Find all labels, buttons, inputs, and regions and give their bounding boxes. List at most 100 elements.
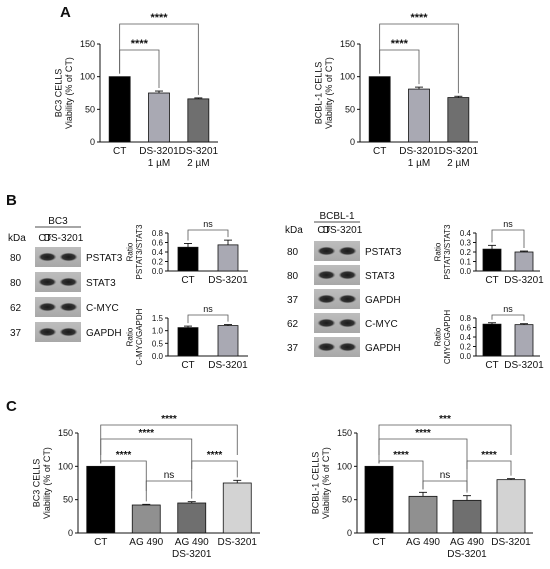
blot-band [38, 327, 57, 337]
protein-label: C-MYC [365, 319, 398, 330]
y-tick-label: 1.0 [152, 327, 164, 336]
bar [514, 251, 534, 272]
y-axis-label: Ratio [434, 242, 443, 261]
lane-label: CT [317, 225, 330, 236]
y-tick-label: 1.5 [152, 314, 164, 323]
y-tick-label: 150 [337, 428, 352, 438]
panel-letter-c: C [6, 398, 17, 415]
category-label: CT [485, 360, 498, 371]
category-label: DS-3201 [491, 537, 531, 548]
y-axis-label: Ratio [434, 327, 443, 346]
significance-bracket [378, 424, 512, 455]
y-tick-label: 50 [342, 495, 352, 505]
y-tick-label: 150 [80, 39, 95, 49]
significance-bracket [191, 460, 238, 491]
category-label: 1 µM [148, 158, 170, 169]
y-tick-label: 150 [340, 39, 355, 49]
lane-label: DS-3201 [323, 225, 363, 236]
kda-marker: 80 [10, 253, 22, 264]
blot-band [59, 252, 78, 262]
chart-b-bcbl1-pstat3-ratio: 0.00.10.20.30.4 Ratio PSTAT3/STAT3 CT DS-320… [434, 219, 545, 286]
blot-strip [35, 297, 81, 317]
blot-band [317, 246, 336, 256]
protein-label: GAPDH [365, 295, 401, 306]
category-label: CT [372, 537, 385, 548]
significance-bracket [145, 480, 193, 502]
y-axis-label: BC3 CELLS [54, 69, 64, 118]
blot-band [38, 277, 57, 287]
bar [482, 248, 502, 272]
y-tick-label: 0.0 [152, 267, 164, 276]
y-axis-label: PSTAT3/STAT3 [135, 224, 144, 280]
kda-marker: 62 [10, 303, 22, 314]
significance-bracket [379, 23, 459, 94]
category-label: CT [94, 537, 107, 548]
y-tick-label: 0.5 [152, 339, 164, 348]
blot-band [317, 270, 336, 280]
bar [222, 482, 252, 534]
blot-band [317, 318, 336, 328]
significance-bracket [187, 229, 229, 241]
y-axis-label: Ratio [126, 242, 135, 261]
bar [86, 465, 116, 534]
significance-label: **** [207, 450, 223, 461]
significance-bracket [100, 424, 238, 455]
y-axis-label: BC3 CELLS [32, 459, 42, 508]
panel-letter-a: A [60, 4, 71, 21]
blot-strip [314, 289, 360, 309]
chart-b-bcbl1-cmyc-ratio: 0.00.20.40.60.8 Ratio CMYC/GAPDH CT DS-3201 n… [434, 304, 545, 371]
kda-marker: 62 [287, 319, 299, 330]
kda-marker: 37 [10, 328, 22, 339]
blot-strip [35, 322, 81, 342]
blot-strip [314, 313, 360, 333]
y-axis-label: BCBL-1 CELLS [314, 62, 324, 125]
protein-label: PSTAT3 [86, 253, 123, 264]
y-tick-label: 0.8 [460, 314, 472, 323]
significance-label: **** [116, 450, 132, 461]
bar [217, 325, 239, 357]
bar [514, 324, 534, 357]
category-label: DS-3201 [208, 360, 248, 371]
y-tick-label: 0.6 [152, 239, 164, 248]
significance-label: ns [164, 470, 175, 481]
blot-strip [314, 337, 360, 357]
protein-label: GAPDH [86, 328, 122, 339]
blot-band [38, 302, 57, 312]
significance-label: ns [503, 219, 513, 229]
significance-label: ns [203, 219, 213, 229]
category-label: AG 490 [450, 537, 484, 548]
y-tick-label: 0.3 [460, 239, 472, 248]
y-tick-label: 0.2 [152, 258, 164, 267]
blot-title: BC3 [48, 216, 68, 227]
y-tick-label: 0.4 [460, 229, 472, 238]
significance-label: ns [440, 470, 451, 481]
chart-c-bc3-viability: 0 50 100 150 BC3 CELLS Viability (% of CT) CT A… [32, 414, 260, 560]
significance-bracket [466, 460, 512, 491]
y-axis-label: Viability (% of CT) [42, 447, 52, 519]
category-label: DS-3201 [504, 360, 544, 371]
y-tick-label: 150 [58, 428, 73, 438]
blot-band [338, 318, 357, 328]
bar [447, 97, 470, 143]
blot-band [38, 252, 57, 262]
category-label: AG 490 [406, 537, 440, 548]
significance-label: ns [203, 304, 213, 314]
lane-label: DS-3201 [44, 233, 84, 244]
chart-b-bc3-pstat3-ratio: 0.00.20.40.60.8 Ratio PSTAT3/STAT3 CT DS-320… [126, 219, 249, 286]
blot-band [59, 302, 78, 312]
significance-label: **** [393, 450, 409, 461]
y-tick-label: 100 [58, 461, 73, 471]
chart-a-bcbl1-viability: 0 50 100 150 BCBL-1 CELLS Viability (% of CT)… [314, 12, 479, 169]
significance-label: **** [481, 450, 497, 461]
y-tick-label: 0.4 [152, 248, 164, 257]
chart-a-bc3-viability: 0 50 100 150 BC3 CELLS Viability (% of CT) CT D… [54, 12, 219, 169]
y-axis-label: BCBL-1 CELLS [311, 452, 321, 515]
y-tick-label: 0.4 [460, 333, 472, 342]
chart-b-bc3-cmyc-ratio: 0.0 0.5 1.0 1.5 Ratio C-MYC/GAPDH CT DS-3201 ns [126, 304, 249, 371]
blot-strip [35, 272, 81, 292]
significance-label: ns [503, 304, 513, 314]
blot-band [317, 342, 336, 352]
significance-bracket [491, 314, 525, 321]
category-label: 2 µM [187, 158, 209, 169]
